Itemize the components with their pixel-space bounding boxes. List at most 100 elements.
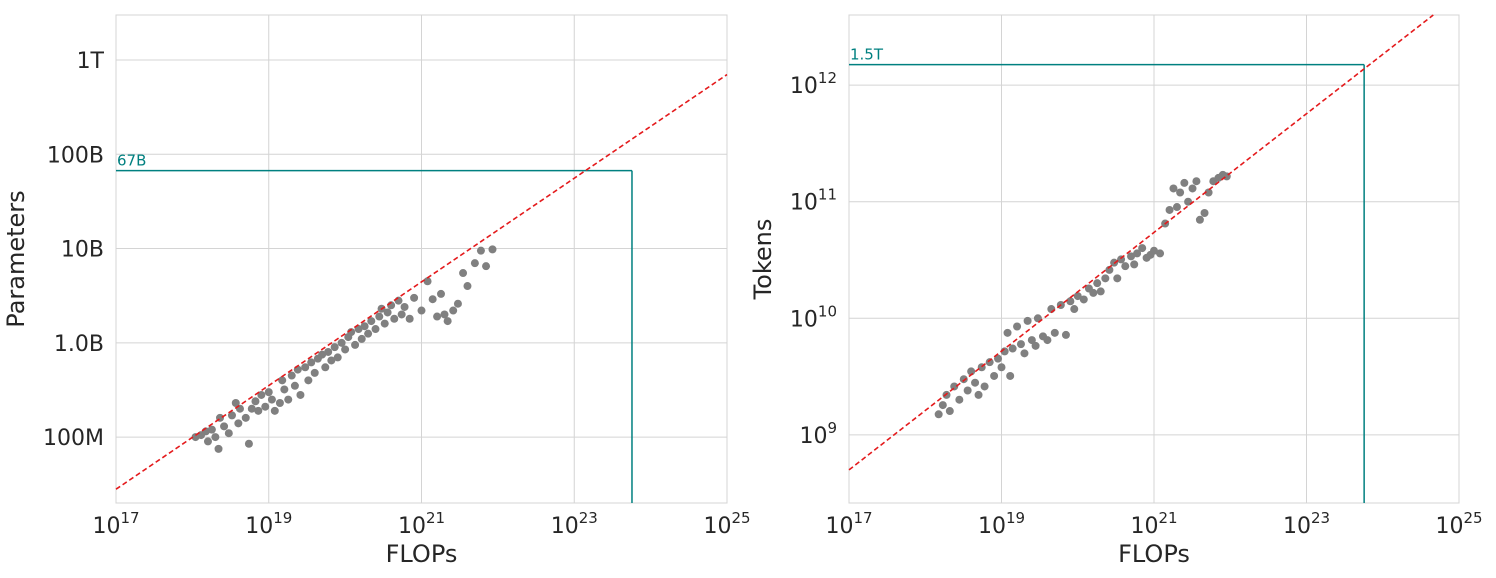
plot-frame [115,14,728,504]
x-tick-labels: 1017 1019 1021 1023 1025 [92,509,750,539]
data-point [1127,252,1136,261]
plot-frame [848,14,1460,504]
y-axis-label: Parameters [2,190,30,327]
data-point [980,382,989,391]
x-axis-label: FLOPs [386,540,458,568]
data-point [1180,178,1189,187]
data-point [310,368,319,377]
data-point [321,363,330,372]
data-point [247,404,256,413]
data-point [351,340,360,349]
data-point [270,406,279,415]
data-point [963,386,972,395]
data-point [251,397,260,406]
data-point [1020,349,1029,358]
y-tick-label: 1010 [790,302,837,332]
data-point [1003,328,1012,337]
data-point [330,343,339,352]
data-point [436,289,445,298]
data-point [1101,274,1110,283]
data-point [371,325,380,334]
y-tick-labels: 100M 1.0B 10B 100B 1T [43,49,105,451]
data-point [287,371,296,380]
data-point [280,385,289,394]
parameters-chart: 67B 1017 1019 1021 1023 1025 100M 1.0B 1… [2,14,751,568]
data-point [1195,215,1204,224]
data-point [1169,184,1178,193]
data-point [488,245,497,254]
y-tick-label: 1012 [790,69,837,99]
data-point [985,358,994,367]
data-point [364,329,373,338]
data-point [284,395,293,404]
data-point [304,376,313,385]
data-point [997,363,1006,372]
data-point [934,410,943,419]
data-point [433,312,442,321]
data-point [405,314,414,323]
data-point [476,246,485,255]
data-point [449,306,458,315]
data-point [967,367,976,376]
data-point [1050,328,1059,337]
data-point [1156,249,1165,258]
data-point [241,413,250,422]
data-point [234,419,243,428]
data-point [327,356,336,365]
tokens-chart: 1.5T 1017 1019 1021 1023 1025 109 1010 1… [749,14,1483,568]
data-point [261,402,270,411]
data-point [1113,274,1122,283]
data-point [1105,265,1114,274]
data-point [380,319,389,328]
data-point [1121,262,1130,271]
x-tick-label: 1019 [978,509,1025,539]
data-point [375,312,384,321]
data-point [1031,341,1040,350]
y-tick-label: 100M [43,426,104,451]
data-point [1070,305,1079,314]
x-axis-label: FLOPs [1118,540,1190,568]
grid [848,15,1460,503]
y-tick-label: 100B [47,143,104,168]
y-tick-label: 10B [61,238,104,263]
y-tick-label: 1011 [790,186,837,216]
data-point [440,310,449,319]
x-tick-label: 1025 [1435,509,1482,539]
data-point [410,293,419,302]
data-point [227,411,236,420]
data-point [254,406,263,415]
annotation-label: 1.5T [850,46,884,64]
annotation-label: 67B [117,152,146,170]
y-tick-labels: 109 1010 1011 1012 [790,69,837,449]
data-point [1165,205,1174,214]
data-point [945,407,954,416]
data-point [1061,330,1070,339]
data-point [324,347,333,356]
data-point [360,322,369,331]
data-point [994,354,1003,363]
data-point [278,376,287,385]
data-point [275,398,284,407]
data-point [971,378,980,387]
data-point [211,433,220,442]
data-point [1138,244,1147,253]
data-point [423,277,432,286]
data-point [1033,314,1042,323]
data-point [244,439,253,448]
data-point [264,388,273,397]
data-point [267,395,276,404]
data-point [1133,249,1142,258]
data-point [296,390,305,399]
data-point [1150,246,1158,255]
data-point [1016,340,1025,349]
data-point [203,437,212,446]
data-point [1096,287,1105,296]
data-point [443,317,452,326]
data-point [459,269,468,278]
data-point [482,262,491,271]
scatter-points [191,245,497,453]
data-point [1006,371,1015,380]
data-point [417,306,426,315]
data-point [950,382,959,391]
